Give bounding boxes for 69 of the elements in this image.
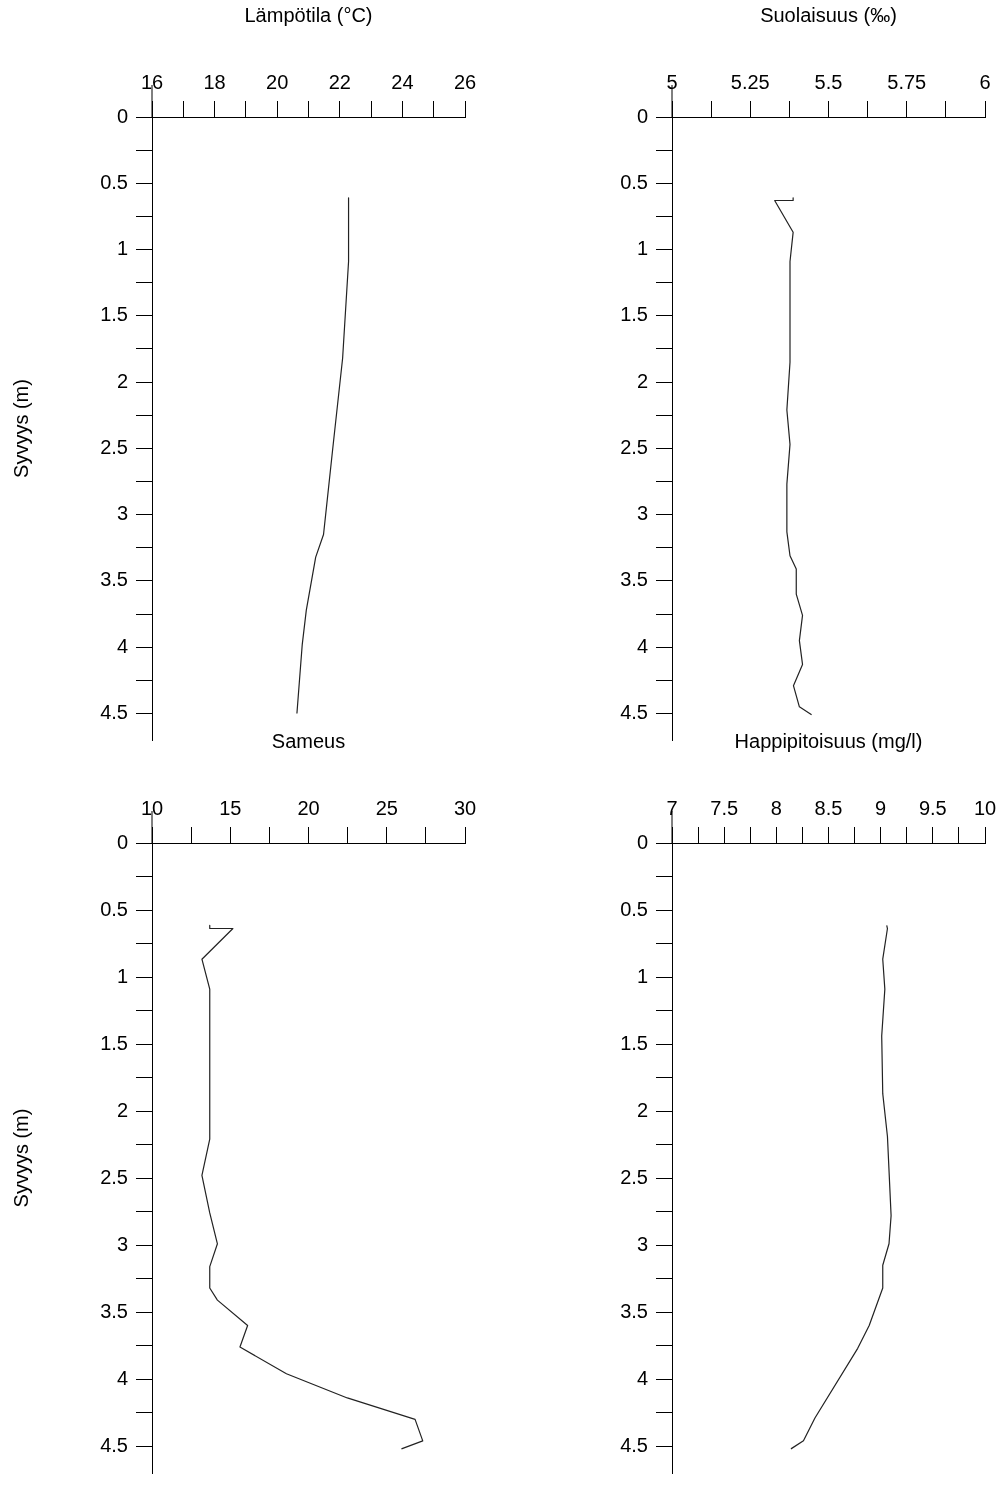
- y-tick-label: 0.5: [620, 897, 648, 920]
- x-tick-label: 7: [666, 796, 678, 819]
- y-tick-label: 4.5: [620, 701, 648, 724]
- y-tick-label: 4.5: [100, 701, 128, 724]
- y-tick-label: 3.5: [100, 568, 128, 591]
- x-tick-label: 6: [979, 70, 991, 93]
- x-tick-label: 26: [453, 70, 477, 93]
- y-tick-label: 2: [116, 369, 128, 392]
- x-tick-label: 16: [140, 70, 164, 93]
- x-tick-label: 8.5: [814, 796, 843, 819]
- x-axis-title: Sameus: [271, 729, 346, 752]
- x-tick-label: 8: [770, 796, 782, 819]
- y-tick-label: 1.5: [620, 303, 648, 326]
- y-tick-label: 1.5: [100, 303, 128, 326]
- x-tick-label: 20: [297, 796, 320, 819]
- y-tick-label: 2.5: [620, 435, 648, 458]
- x-tick-label: 5.25: [730, 70, 770, 93]
- x-tick-label: 10: [973, 796, 997, 819]
- y-tick-label: 0: [116, 830, 128, 853]
- x-tick-label: 30: [453, 796, 477, 819]
- x-tick-label: 9.5: [918, 796, 947, 819]
- x-tick-label: 10: [140, 796, 164, 819]
- y-tick-label: 0: [116, 104, 128, 127]
- y-tick-label: 2.5: [620, 1165, 648, 1188]
- y-tick-label: 4: [116, 634, 128, 657]
- y-tick-label: 1: [636, 237, 648, 260]
- y-tick-label: 4.5: [620, 1433, 648, 1456]
- y-tick-label: 3: [636, 502, 648, 525]
- y-tick-label: 1: [116, 237, 128, 260]
- y-axis-title: Syvyys (m): [9, 1108, 32, 1208]
- x-tick-label: 5.75: [887, 70, 927, 93]
- y-tick-label: 0: [636, 830, 648, 853]
- y-tick-label: 3.5: [100, 1299, 128, 1322]
- x-tick-label: 25: [375, 796, 398, 819]
- y-tick-label: 2.5: [100, 435, 128, 458]
- y-axis-title: Syvyys (m): [9, 379, 32, 478]
- x-axis-title: Happipitoisuus (mg/l): [734, 729, 923, 752]
- y-tick-label: 4: [116, 1366, 128, 1389]
- x-tick-label: 22: [328, 70, 351, 93]
- y-tick-label: 1: [636, 964, 648, 987]
- y-tick-label: 2.5: [100, 1165, 128, 1188]
- y-tick-label: 4.5: [100, 1433, 128, 1456]
- x-tick-label: 5: [666, 70, 678, 93]
- x-axis-title: Lämpötila (°C): [244, 3, 373, 26]
- x-tick-label: 18: [203, 70, 226, 93]
- x-tick-label: 9: [875, 796, 887, 819]
- x-tick-label: 15: [219, 796, 242, 819]
- y-tick-label: 3.5: [620, 568, 648, 591]
- y-tick-label: 2: [636, 369, 648, 392]
- y-tick-label: 1.5: [100, 1031, 128, 1054]
- y-tick-label: 2: [636, 1098, 648, 1121]
- x-tick-label: 20: [266, 70, 289, 93]
- x-tick-label: 5.5: [814, 70, 843, 93]
- y-tick-label: 3.5: [620, 1299, 648, 1322]
- y-tick-label: 0: [636, 104, 648, 127]
- y-tick-label: 1: [116, 964, 128, 987]
- y-tick-label: 3: [636, 1232, 648, 1255]
- y-tick-label: 2: [116, 1098, 128, 1121]
- x-tick-label: 24: [391, 70, 414, 93]
- y-tick-label: 0.5: [100, 897, 128, 920]
- y-tick-label: 1.5: [620, 1031, 648, 1054]
- y-tick-label: 4: [636, 634, 648, 657]
- x-axis-title: Suolaisuus (‰): [760, 3, 897, 26]
- y-tick-label: 0.5: [100, 170, 128, 193]
- x-tick-label: 7.5: [710, 796, 739, 819]
- y-tick-label: 3: [116, 1232, 128, 1255]
- y-tick-label: 0.5: [620, 170, 648, 193]
- y-tick-label: 3: [116, 502, 128, 525]
- y-tick-label: 4: [636, 1366, 648, 1389]
